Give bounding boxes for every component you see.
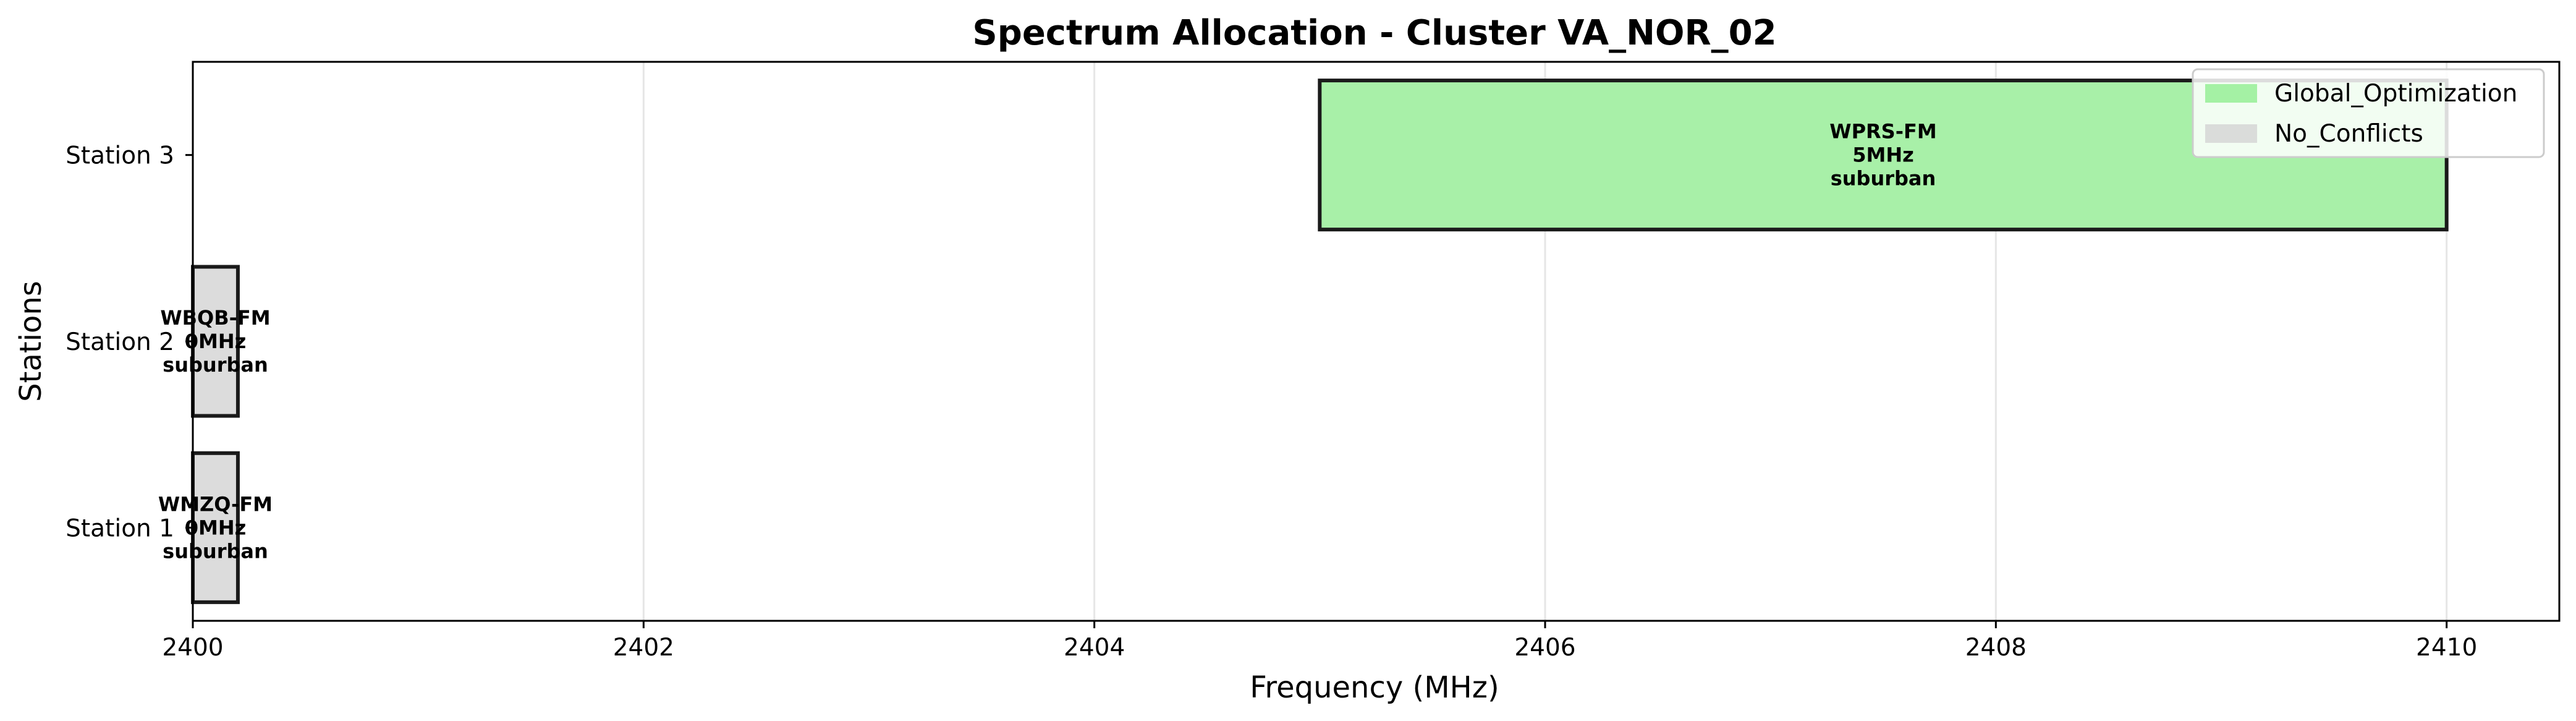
bar-station-1 [191,451,240,604]
bar-label-line: WMZQ-FM [158,492,273,516]
legend-label-global-optimization: Global_Optimization [2274,80,2517,108]
x-axis-ticks: 2400 2402 2404 2406 2408 2410 [162,621,2477,662]
bars [191,79,2449,604]
legend-label-no-conflicts: No_Conflicts [2274,120,2423,148]
legend: Global_Optimization No_Conflicts [2192,68,2545,158]
x-tick-label: 2408 [1965,634,2027,662]
y-axis-label: Stations [14,281,48,402]
y-tick-label: Station 2 [66,328,174,356]
bar-labels: WMZQ-FM0MHzsuburbanWBQB-FM0MHzsuburbanWP… [158,120,1937,563]
y-tick-label: Station 3 [66,142,174,170]
x-tick-label: 2400 [162,634,223,662]
bar-label-line: suburban [163,539,268,563]
x-tick-label: 2404 [1064,634,1125,662]
chart-title: Spectrum Allocation - Cluster VA_NOR_02 [972,13,1776,53]
bar-label-line: suburban [1831,167,1936,190]
bar-label-line: 0MHz [185,330,247,353]
x-tick-label: 2410 [2416,634,2477,662]
x-tick-label: 2402 [613,634,674,662]
bar-label-line: suburban [163,353,268,377]
bar-label-line: WBQB-FM [160,306,270,330]
legend-swatch-no-conflicts [2205,124,2257,143]
y-axis-ticks: Station 1 Station 2 Station 3 [66,142,193,542]
legend-frame [2192,68,2545,158]
x-tick-label: 2406 [1514,634,1575,662]
bar-label-line: WPRS-FM [1829,120,1936,143]
x-axis-label: Frequency (MHz) [1250,670,1499,705]
bar-label-line: 5MHz [1852,143,1914,167]
legend-swatch-global-optimization [2205,84,2257,103]
y-tick-label: Station 1 [66,514,174,542]
bar-label-line: 0MHz [185,516,247,539]
